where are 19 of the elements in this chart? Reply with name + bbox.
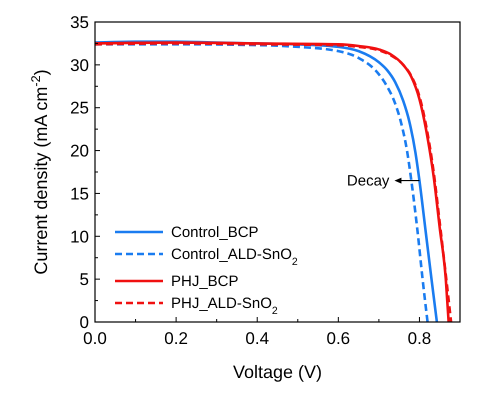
- annotation: Decay: [346, 172, 390, 190]
- legend-label: Control_ALD-SnO$_{2}$: [171, 246, 298, 268]
- legend-label: PHJ_ALD-SnO$_{2}$: [171, 295, 278, 317]
- y-tick-label: 20: [70, 142, 89, 161]
- x-tick-label: 0.2: [164, 329, 188, 348]
- y-tick-label: 35: [70, 13, 89, 32]
- x-tick-label: 0.0: [83, 329, 107, 348]
- x-tick-label: 0.6: [326, 329, 350, 348]
- y-tick-label: 5: [80, 270, 89, 290]
- y-tick-label: 10: [70, 227, 89, 246]
- x-axis-title: Voltage (V): [232, 362, 322, 382]
- y-tick-label: 0: [80, 313, 89, 332]
- x-tick-label: 0.8: [408, 329, 432, 348]
- y-tick-label: 15: [70, 184, 89, 204]
- x-tick-label: 0.4: [245, 329, 270, 348]
- y-tick-label: 30: [70, 56, 89, 75]
- y-tick-label: 25: [70, 98, 89, 118]
- legend-label: Control_BCP: [171, 224, 259, 241]
- legend-label: PHJ_BCP: [171, 273, 239, 290]
